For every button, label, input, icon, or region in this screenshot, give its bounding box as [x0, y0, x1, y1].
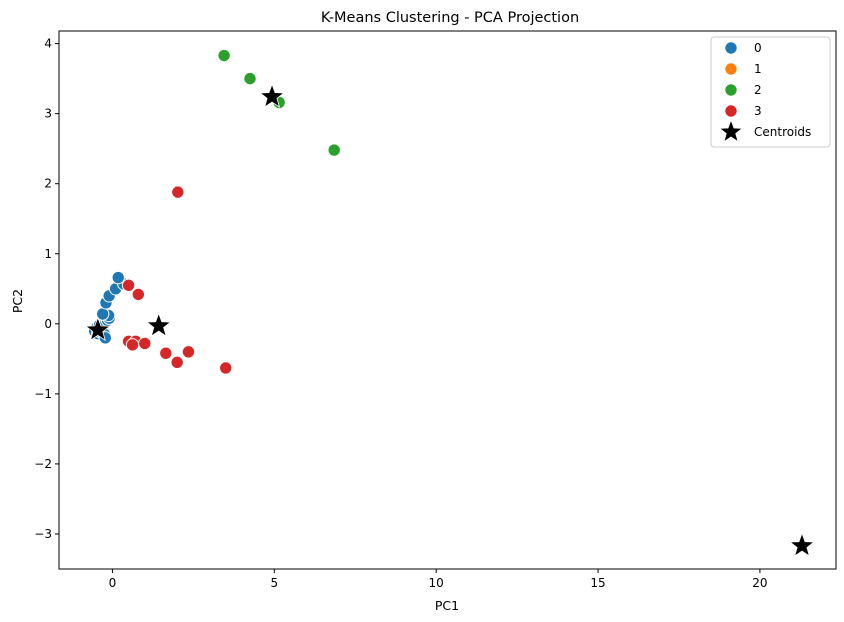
point-cluster-3 — [125, 338, 140, 352]
point-cluster-3 — [171, 185, 185, 199]
y-tick-label: 4 — [44, 37, 52, 51]
data-points — [87, 48, 809, 553]
point-cluster-3 — [219, 361, 233, 375]
legend-marker-1 — [724, 62, 738, 76]
legend-marker-3 — [724, 104, 738, 118]
legend: 0 1 2 3 Centroids — [710, 36, 831, 148]
centroid-star — [789, 532, 815, 557]
y-tick-label: 2 — [44, 177, 52, 191]
legend-marker-2 — [724, 83, 738, 97]
legend-label: 1 — [754, 62, 762, 76]
centroid-star — [145, 312, 172, 337]
y-axis-label: PC2 — [10, 289, 25, 313]
point-cluster-3 — [170, 355, 184, 370]
x-axis-ticks: 0 5 10 15 20 — [109, 569, 768, 590]
centroid-star — [84, 316, 111, 342]
plot-frame — [58, 30, 837, 570]
point-cluster-0 — [111, 270, 125, 285]
y-axis-ticks: −3 −2 −1 0 1 2 3 4 — [34, 37, 59, 541]
x-tick-label: 20 — [752, 576, 767, 590]
x-tick-label: 0 — [109, 576, 117, 590]
centroid-star — [259, 83, 286, 108]
y-tick-label: −2 — [34, 457, 52, 471]
point-cluster-3 — [121, 278, 136, 292]
point-cluster-3 — [159, 346, 173, 360]
point-cluster-3 — [138, 336, 152, 351]
x-tick-label: 15 — [590, 576, 605, 590]
chart-title: K-Means Clustering - PCA Projection — [321, 10, 579, 26]
y-tick-label: 1 — [44, 247, 52, 261]
legend-box — [710, 36, 831, 148]
point-cluster-3 — [131, 287, 146, 302]
y-tick-label: −1 — [34, 387, 52, 401]
point-cluster-3 — [181, 345, 196, 359]
x-tick-label: 5 — [270, 576, 278, 590]
y-tick-label: −3 — [34, 527, 52, 541]
y-tick-label: 3 — [44, 107, 52, 121]
legend-label: 2 — [754, 83, 762, 97]
legend-label: 0 — [754, 41, 762, 55]
x-axis-label: PC1 — [435, 598, 459, 613]
point-cluster-2 — [243, 71, 257, 86]
point-cluster-2 — [217, 48, 231, 63]
point-cluster-2 — [327, 143, 341, 157]
legend-label: 3 — [754, 104, 762, 118]
legend-marker-0 — [724, 41, 738, 55]
x-tick-label: 10 — [429, 576, 444, 590]
centroid-markers — [84, 83, 815, 557]
legend-label: Centroids — [754, 125, 811, 139]
legend-marker-centroids — [718, 118, 744, 143]
y-tick-label: 0 — [44, 317, 52, 331]
